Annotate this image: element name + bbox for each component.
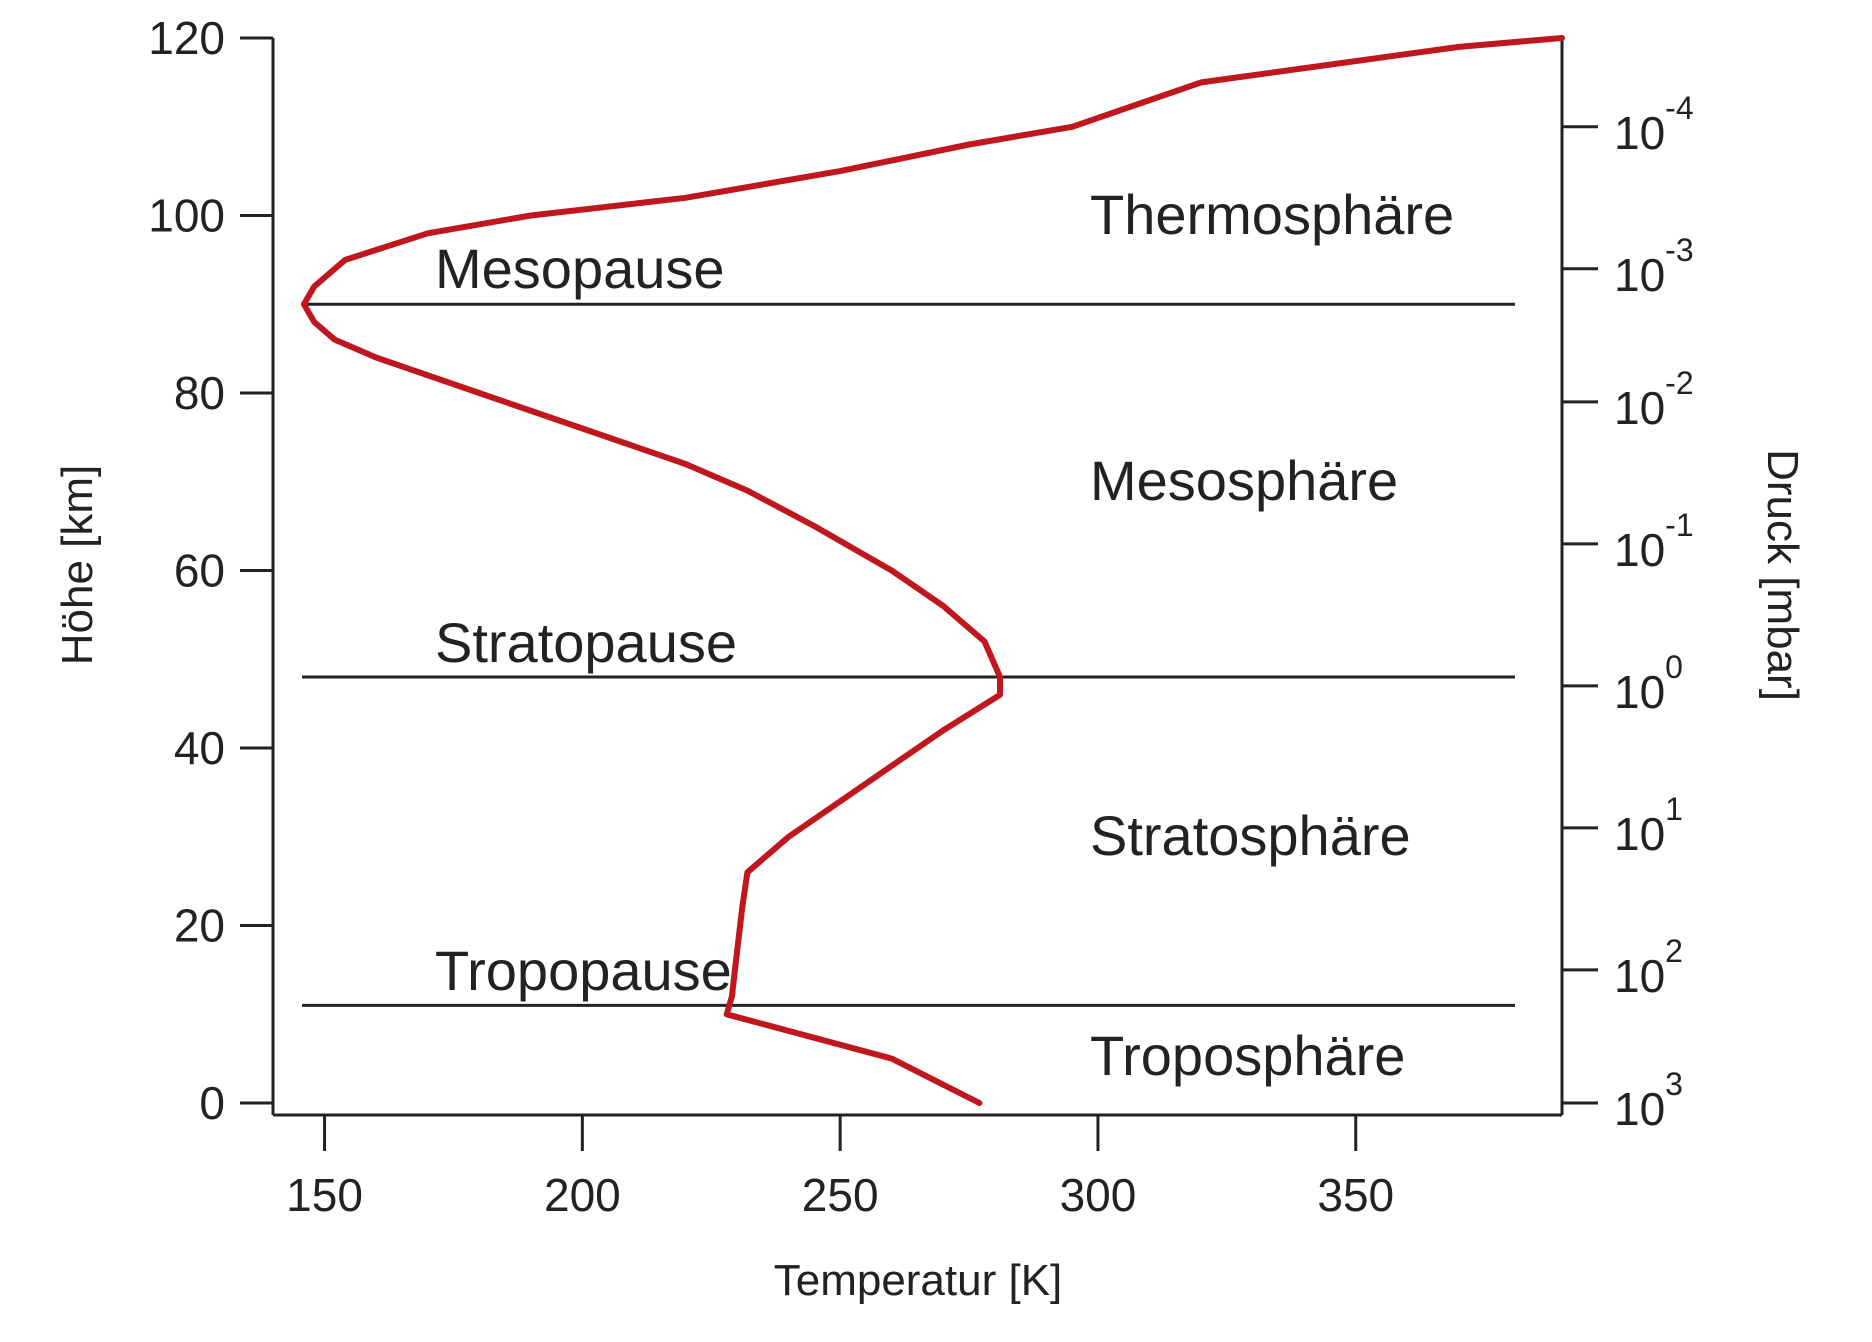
x-tick-label: 150 bbox=[286, 1169, 363, 1221]
x-axis-ticks: 150 200 250 300 350 bbox=[286, 1115, 1394, 1221]
label-mesopause: Mesopause bbox=[435, 237, 725, 300]
pressure-tick-label: 10-1 bbox=[1614, 507, 1694, 576]
pressure-tick-label: 102 bbox=[1614, 933, 1683, 1002]
pressure-tick-label: 100 bbox=[1614, 649, 1683, 718]
pressure-tick-label: 10-3 bbox=[1614, 232, 1694, 301]
x-tick-label: 200 bbox=[544, 1169, 621, 1221]
y-tick-label: 80 bbox=[174, 367, 225, 419]
y-tick-label: 100 bbox=[148, 190, 225, 242]
pressure-tick-label: 10-4 bbox=[1614, 90, 1694, 159]
y-tick-label: 20 bbox=[174, 900, 225, 952]
y-tick-label: 60 bbox=[174, 545, 225, 597]
temperature-profile-line bbox=[300, 35, 1565, 1106]
pressure-tick-label: 101 bbox=[1614, 791, 1683, 860]
x-axis-title: Temperatur [K] bbox=[774, 1256, 1063, 1305]
x-tick-label: 250 bbox=[802, 1169, 879, 1221]
pressure-axis-ticks: 10-4 10-3 10-2 10-1 100 101 102 103 bbox=[1562, 90, 1694, 1135]
label-thermosphaere: Thermosphäre bbox=[1090, 183, 1454, 246]
y2-axis-title: Druck [mbar] bbox=[1758, 449, 1807, 701]
y-axis-ticks: 0 20 40 60 80 100 120 bbox=[148, 12, 273, 1129]
pressure-tick-label: 10-2 bbox=[1614, 365, 1694, 434]
y-tick-label: 0 bbox=[199, 1077, 225, 1129]
label-troposphaere: Troposphäre bbox=[1090, 1024, 1405, 1087]
pressure-tick-label: 103 bbox=[1614, 1066, 1683, 1135]
x-tick-label: 300 bbox=[1060, 1169, 1137, 1221]
y-tick-label: 120 bbox=[148, 12, 225, 64]
label-mesosphaere: Mesosphäre bbox=[1090, 449, 1398, 512]
layer-boundaries bbox=[302, 302, 1515, 1007]
x-tick-label: 350 bbox=[1317, 1169, 1394, 1221]
label-stratosphaere: Stratosphäre bbox=[1090, 804, 1411, 867]
y-axis-title: Höhe [km] bbox=[53, 465, 102, 666]
label-stratopause: Stratopause bbox=[435, 611, 737, 674]
y-tick-label: 40 bbox=[174, 722, 225, 774]
label-tropopause: Tropopause bbox=[435, 939, 732, 1002]
